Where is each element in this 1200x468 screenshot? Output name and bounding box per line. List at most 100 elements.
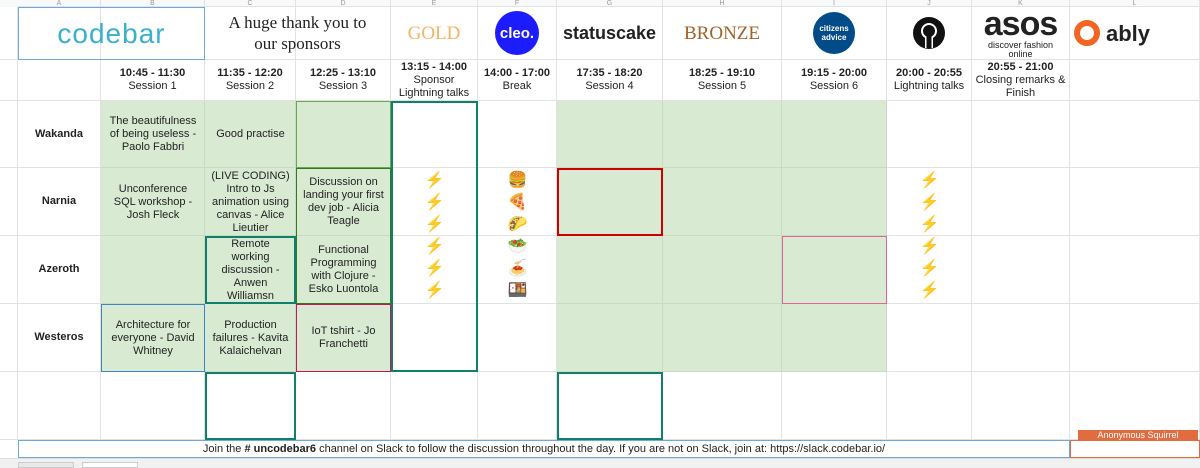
emoji: ⚡ [424,260,445,277]
footer: Join the # uncodebar6 channel on Slack t… [18,440,1070,458]
codebar-logo: codebar [18,7,205,60]
emoji: ⚡ [919,282,940,299]
cell [1070,304,1200,372]
cell [972,101,1070,168]
column-header: 13:15 - 14:00 Sponsor Lightning talks [391,60,478,101]
column-letter: J [887,0,972,7]
column-letter: C [205,0,296,7]
cell [663,236,782,304]
column-letter: A [18,0,101,7]
cell [663,304,782,372]
github-cell [887,7,972,60]
cell [782,372,887,440]
emoji: ⚡ [424,216,445,233]
time: 13:15 - 14:00 [400,60,468,73]
cell [972,168,1070,236]
room: Wakanda [18,101,101,168]
session: The beautifulness of being useless - Pao… [109,115,197,153]
session: Good practise [216,128,285,140]
sheet-tab [18,462,74,468]
cleo-logo: cleo. [495,11,539,55]
cell [0,304,18,372]
time: 18:25 - 19:10 [688,67,756,79]
cell [101,372,205,440]
corner [0,0,18,7]
emoji-stack: ⚡ ⚡ ⚡ ⚡ ⚡ ⚡ [391,168,478,304]
column-label: Session 6 [809,80,859,92]
cursor-cell [1070,440,1200,458]
column-header: 17:35 - 18:20 Session 4 [557,60,663,101]
thanks: A huge thank you to our sponsors [205,7,391,60]
column-header: 20:00 - 20:55 Lightning talks [887,60,972,101]
emoji: ⚡ [424,238,445,255]
column-letter: K [972,0,1070,7]
cell [1070,60,1200,101]
column-letter: B [101,0,205,7]
session: IoT tshirt - Jo Franchetti [311,325,376,350]
cell [663,101,782,168]
cell [663,168,782,236]
cell [972,372,1070,440]
asos-logo: asos [983,7,1058,43]
cell [101,236,205,304]
cell [296,101,391,168]
column-letter: H [663,0,782,7]
column-header: 12:25 - 13:10 Session 3 [296,60,391,101]
statuscake: statuscake [557,7,663,60]
cell [478,101,557,168]
cell [1070,236,1200,304]
session: Unconference SQL workshop - Josh Fleck [113,182,193,221]
cell [296,372,391,440]
cell [557,372,663,440]
column-letter: F [478,0,557,7]
cell [663,372,782,440]
cell [0,372,18,440]
cell [782,304,887,372]
cell [205,372,296,440]
cell [0,101,18,168]
column-letter: I [782,0,887,7]
emoji-stack: 🍔 🍕 🌮 🥗 🍝 🍱 [478,168,557,304]
column-label: Break [502,80,532,92]
cell [887,372,972,440]
cell [18,372,101,440]
cleo-cell: cleo. [478,7,557,60]
column-header: 11:35 - 12:20 Session 2 [205,60,296,101]
asos-cell: asos discover fashion online [972,7,1070,60]
column-letter: E [391,0,478,7]
session: Discussion on landing your first dev job… [303,176,384,227]
cell [391,372,478,440]
column-label: Session 2 [225,80,275,92]
cell [972,304,1070,372]
cell [478,304,557,372]
bronze: BRONZE [663,7,782,60]
column-label: Session 1 [128,80,177,92]
cell [972,236,1070,304]
column-label: Lightning talks [893,80,965,92]
time: 11:35 - 12:20 [217,67,283,79]
emoji: 🥗 [507,238,528,255]
cell [557,101,663,168]
cell [557,304,663,372]
emoji: ⚡ [919,194,940,211]
time: 12:25 - 13:10 [309,67,377,79]
cell [0,7,18,60]
session: Production failures - Kavita Kalaichelva… [212,318,289,357]
emoji: ⚡ [919,216,940,233]
cell [557,168,663,236]
session: Architecture for everyone - David Whitne… [111,318,195,357]
cell [887,168,972,236]
room: Azeroth [18,236,101,304]
cell [478,372,557,440]
cell [0,236,18,304]
column-label: Closing remarks & Finish [975,73,1066,99]
emoji: ⚡ [919,260,940,277]
session: (LIVE CODING) Intro to Js animation usin… [211,169,290,234]
time: 20:55 - 21:00 [987,60,1054,73]
column-letter: L [1070,0,1200,7]
emoji-stack: ⚡ ⚡ ⚡ ⚡ ⚡ ⚡ [887,168,972,304]
cell [391,101,478,168]
room: Narnia [18,168,101,236]
cell [557,236,663,304]
